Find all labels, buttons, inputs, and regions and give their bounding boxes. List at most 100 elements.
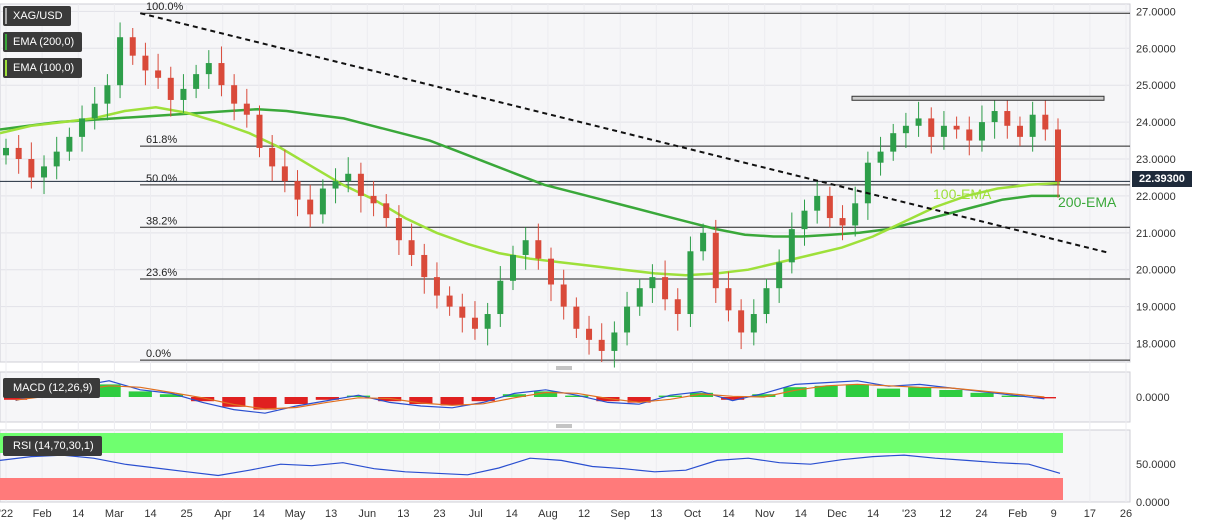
legend-ema200-swatch	[5, 34, 7, 50]
candle-body	[243, 103, 250, 115]
y-tick-label: 23.0000	[1136, 154, 1176, 166]
y-tick-label: 21.0000	[1136, 228, 1176, 240]
candle-body	[383, 203, 390, 219]
macd-histogram-bar	[1032, 397, 1056, 399]
candle-body	[1055, 129, 1061, 182]
macd-histogram-bar	[222, 397, 246, 407]
candle-body	[193, 74, 200, 89]
candle-body	[155, 70, 162, 78]
y-tick-label: 27.0000	[1136, 6, 1176, 18]
rsi-y-tick-label: 0.0000	[1136, 497, 1170, 509]
candle-body	[281, 166, 288, 182]
candle-body	[256, 114, 263, 148]
macd-histogram-bar	[845, 384, 869, 397]
y-tick-label: 24.0000	[1136, 117, 1176, 129]
legend-ema100[interactable]: EMA (100,0)	[3, 58, 83, 78]
x-tick-label: Dec	[827, 508, 847, 520]
x-tick-label: Nov	[755, 508, 775, 520]
macd-histogram-bar	[814, 385, 838, 397]
x-tick-label: 23	[433, 508, 445, 520]
candle-body	[66, 136, 73, 152]
candle-body	[294, 181, 301, 200]
candle-body	[129, 37, 136, 56]
candle-body	[890, 133, 897, 152]
candle-body	[395, 218, 402, 241]
macd-histogram-bar	[191, 397, 215, 402]
fib-level-label: 100.0%	[146, 1, 184, 13]
candle-body	[205, 63, 212, 75]
candle-body	[991, 111, 998, 123]
panel-resize-handle-2[interactable]	[556, 424, 572, 428]
macd-histogram-bar	[97, 384, 121, 397]
candle-body	[497, 280, 504, 315]
fib-level-label: 23.6%	[146, 267, 177, 279]
x-tick-label: 17	[1084, 508, 1096, 520]
legend-ema100-label: EMA (100,0)	[13, 62, 75, 74]
rsi-y-tick-label: 50.0000	[1136, 459, 1176, 471]
macd-histogram-bar	[440, 397, 464, 406]
macd-legend[interactable]: MACD (12,26,9)	[3, 378, 101, 398]
macd-histogram-bar	[409, 397, 433, 404]
x-tick-label: 12	[939, 508, 951, 520]
rsi-legend[interactable]: RSI (14,70,30,1)	[3, 436, 102, 456]
x-tick-label: 14	[506, 508, 518, 520]
candle-body	[826, 195, 833, 219]
candle-body	[700, 232, 707, 252]
candle-body	[750, 314, 757, 333]
macd-y-tick-label: 0.0000	[1136, 392, 1170, 404]
candle-body	[573, 306, 580, 329]
candle-body	[940, 125, 947, 137]
candle-body	[15, 147, 22, 160]
candle-body	[586, 328, 593, 340]
candle-body	[852, 203, 859, 226]
candle-body	[649, 277, 656, 289]
fib-level-label: 61.8%	[146, 134, 177, 146]
candle-body	[801, 210, 808, 230]
candle-body	[776, 262, 783, 289]
candle-body	[611, 332, 618, 351]
x-tick-label: Jul	[469, 508, 483, 520]
macd-histogram-bar	[471, 397, 495, 402]
candle-body	[484, 314, 491, 329]
ema200-annotation: 200-EMA	[1058, 194, 1117, 210]
candle-body	[978, 122, 985, 141]
macd-histogram-bar	[689, 392, 714, 397]
candle-body	[636, 288, 643, 307]
rsi-line	[0, 454, 1061, 477]
candle-body	[928, 118, 935, 137]
candle-body	[41, 166, 48, 178]
macd-histogram-bar	[565, 395, 589, 397]
y-tick-label: 22.0000	[1136, 191, 1176, 203]
candle-body	[560, 284, 567, 307]
candle-body	[548, 258, 555, 285]
macd-histogram-bar	[502, 394, 526, 397]
y-tick-label: 26.0000	[1136, 43, 1176, 55]
macd-histogram-bar	[908, 387, 932, 397]
macd-histogram-bar	[939, 390, 963, 397]
macd-histogram-bar	[721, 397, 745, 400]
x-tick-label: 13	[397, 508, 409, 520]
fib-level-label: 50.0%	[146, 173, 177, 185]
x-tick-label: '23	[902, 508, 916, 520]
resistance-zone	[851, 95, 1105, 101]
downward-trendline	[140, 12, 1111, 255]
candle-body	[1004, 111, 1011, 126]
candle-body	[231, 85, 238, 104]
legend-symbol[interactable]: XAG/USD	[3, 6, 71, 26]
macd-histogram-bar	[315, 397, 339, 400]
y-tick-label: 18.0000	[1136, 339, 1176, 351]
x-tick-label: Mar	[105, 508, 124, 520]
x-tick-label: 13	[325, 508, 337, 520]
panel-resize-handle[interactable]	[556, 366, 572, 370]
macd-histogram-bar	[970, 392, 994, 397]
x-tick-label: 14	[253, 508, 265, 520]
macd-line	[15, 380, 1045, 414]
legend-ema200[interactable]: EMA (200,0)	[3, 32, 83, 52]
x-tick-label: 14	[867, 508, 879, 520]
candle-body	[142, 55, 149, 71]
macd-histogram-bar	[159, 394, 184, 397]
candle-body	[91, 103, 98, 119]
candle-body	[269, 147, 276, 167]
candle-body	[966, 129, 973, 141]
